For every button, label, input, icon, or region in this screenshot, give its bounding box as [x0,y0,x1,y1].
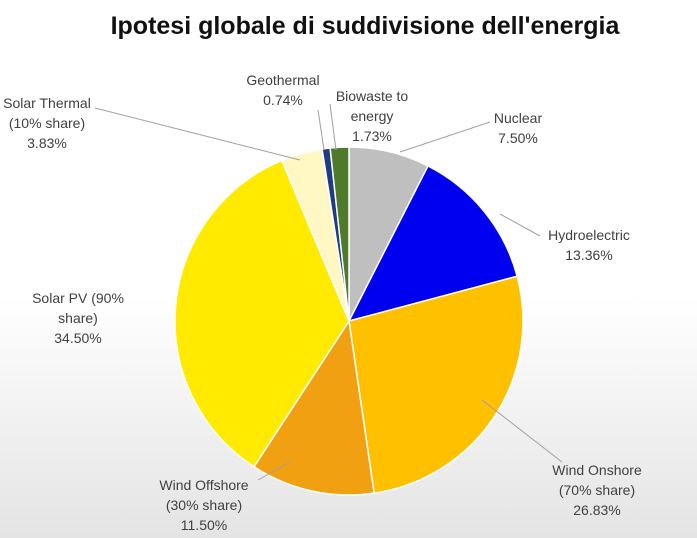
category-label: Nuclear [493,110,543,126]
value-label: 11.50% [180,517,228,533]
pie-slice [347,164,519,323]
leader-line [399,121,491,153]
slice-label: Hydroelectric 13.36% [534,225,644,265]
pie-slice [174,159,350,468]
pie-slice [348,275,524,495]
leader-line [257,461,291,481]
value-label: 13.36% [565,247,613,263]
value-label: 7.50% [498,130,538,146]
slice-label: Nuclear 7.50% [473,108,563,148]
category-label: Solar Thermal (10% share) [3,95,91,131]
value-label: 3.83% [27,135,67,151]
leader-line [329,103,337,151]
pie-slice [329,146,350,322]
leader-line [499,213,541,237]
leader-line [317,109,325,151]
category-label: Wind Offshore (30% share) [159,477,249,513]
leader-line [94,107,301,161]
slice-label: Wind Offshore (30% share) 11.50% [149,475,259,535]
category-label: Solar PV (90% share) [32,290,124,326]
leader-line [481,399,563,463]
value-label: 1.73% [352,128,392,144]
pie-slice [252,318,375,496]
category-label: Wind Onshore (70% share) [552,462,642,498]
slice-label: Wind Onshore (70% share) 26.83% [542,460,652,520]
category-label: Biowaste to energy [335,88,409,124]
slice-label: Solar Thermal (10% share) 3.83% [0,93,100,153]
value-label: 26.83% [573,502,621,518]
category-label: Hydroelectric [548,227,630,243]
chart-title: Ipotesi globale di suddivisione dell'ene… [110,12,620,40]
category-label: Geothermal [246,72,320,88]
value-label: 34.50% [54,330,102,346]
slice-label: Biowaste to energy 1.73% [330,86,415,146]
value-label: 0.74% [263,92,303,108]
slice-label: Geothermal 0.74% [233,70,333,110]
slice-label: Solar PV (90% share) 34.50% [23,288,133,348]
